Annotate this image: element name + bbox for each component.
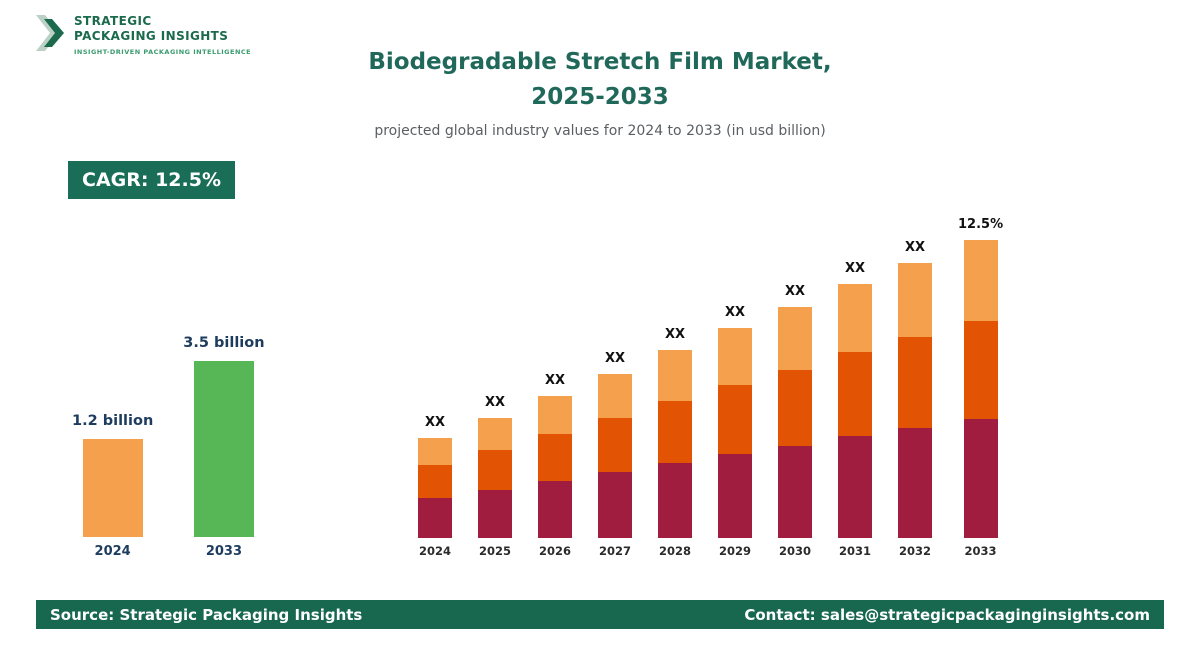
page-title-line1: Biodegradable Stretch Film Market, — [368, 49, 832, 75]
bar-segment-top — [478, 418, 512, 450]
bar-segment-middle — [963, 321, 998, 419]
axis-label: 2033 — [964, 544, 997, 558]
bar — [82, 439, 143, 537]
bar-segment-bottom — [478, 490, 512, 538]
bar-value-label: XX — [904, 240, 926, 255]
bar-value-label: XX — [784, 284, 806, 299]
comparison-chart: 1.2 billion 2024 3.5 billion 2033 — [72, 335, 265, 561]
stacked-bar-group: XX 2029 — [718, 305, 752, 561]
bar-value-label: XX — [844, 261, 866, 276]
page-subtitle: projected global industry values for 202… — [374, 123, 826, 139]
bar-segment-bottom — [778, 446, 812, 538]
bar-value-label: 3.5 billion — [183, 335, 265, 351]
bar — [193, 361, 254, 537]
stacked-bar — [718, 328, 752, 538]
stacked-bar — [478, 418, 512, 538]
bar-segment-bottom — [418, 498, 452, 538]
stacked-bar — [538, 396, 572, 538]
bar-segment-top — [418, 438, 452, 465]
axis-label: 2027 — [598, 544, 631, 558]
axis-label: 2032 — [898, 544, 931, 558]
logo-text: STRATEGIC PACKAGING INSIGHTS INSIGHT-DRI… — [74, 14, 251, 56]
bar-segment-bottom — [898, 428, 932, 538]
axis-label: 2026 — [538, 544, 571, 558]
bar-segment-middle — [538, 434, 572, 481]
stacked-bar-group: XX 2024 — [418, 415, 452, 561]
comparison-bar-group: 1.2 billion 2024 — [72, 413, 153, 561]
bar-value-label: XX — [544, 373, 566, 388]
bar-segment-middle — [478, 450, 512, 490]
footer-bar: Source: Strategic Packaging Insights Con… — [36, 600, 1164, 629]
bar-value-label: XX — [664, 327, 686, 342]
stacked-bar — [838, 284, 872, 538]
axis-label: 2028 — [658, 544, 691, 558]
stacked-bar-group: XX 2026 — [538, 373, 572, 561]
bar-segment-top — [538, 396, 572, 434]
bar-segment-bottom — [963, 419, 998, 538]
page-title: Biodegradable Stretch Film Market, 2025-2… — [0, 45, 1200, 115]
stacked-bar — [418, 438, 452, 538]
axis-label: 2024 — [94, 544, 131, 559]
bar-segment-top — [598, 374, 632, 418]
bar-segment-top — [963, 240, 998, 321]
bar-value-label: XX — [724, 305, 746, 320]
stacked-bar-group: 12.5% 2033 — [958, 217, 1003, 561]
bar-segment-middle — [418, 465, 452, 498]
axis-label: 2029 — [718, 544, 751, 558]
logo: STRATEGIC PACKAGING INSIGHTS INSIGHT-DRI… — [36, 14, 251, 56]
bar-segment-top — [838, 284, 872, 352]
axis-label: 2025 — [478, 544, 511, 558]
bar-segment-bottom — [718, 454, 752, 538]
bar-segment-middle — [598, 418, 632, 472]
stacked-bar-chart: XX 2024 XX 2025 XX 2026 XX 2027 XX 2028 XX 2029 XX 20… — [418, 217, 1003, 561]
bar-segment-top — [898, 263, 932, 337]
stacked-bar — [658, 350, 692, 538]
stacked-bar-group: XX 2030 — [778, 284, 812, 561]
stacked-bar-group: XX 2025 — [478, 395, 512, 561]
axis-label: 2030 — [778, 544, 811, 558]
stacked-bar — [778, 307, 812, 538]
stacked-bar-group: XX 2032 — [898, 240, 932, 561]
page-title-line2: 2025-2033 — [531, 84, 669, 110]
stacked-bar-group: XX 2031 — [838, 261, 872, 561]
stacked-bar — [963, 240, 998, 538]
bar-segment-top — [718, 328, 752, 385]
bar-value-label: XX — [424, 415, 446, 430]
bar-value-label: XX — [604, 351, 626, 366]
bar-value-label: 1.2 billion — [72, 413, 154, 429]
logo-line2: PACKAGING INSIGHTS — [74, 29, 229, 43]
axis-label: 2033 — [205, 544, 243, 559]
logo-line1: STRATEGIC — [74, 14, 152, 28]
axis-label: 2024 — [418, 544, 451, 558]
bar-segment-middle — [838, 352, 872, 436]
bar-segment-bottom — [838, 436, 872, 538]
bar-segment-top — [658, 350, 692, 401]
logo-tagline: INSIGHT-DRIVEN PACKAGING INTELLIGENCE — [74, 48, 252, 56]
axis-label: 2031 — [838, 544, 871, 558]
bar-segment-middle — [718, 385, 752, 454]
footer-contact: Contact: sales@strategicpackaginginsight… — [744, 605, 1150, 624]
cagr-badge: CAGR: 12.5% — [68, 161, 236, 199]
stacked-bar — [898, 263, 932, 538]
comparison-bar-group: 3.5 billion 2033 — [183, 335, 264, 561]
logo-chevron-icon — [36, 15, 64, 51]
bar-segment-middle — [778, 370, 812, 446]
bar-value-label: XX — [484, 395, 506, 410]
bar-segment-top — [778, 307, 812, 370]
stacked-bar-group: XX 2027 — [598, 351, 632, 561]
stacked-bar-group: XX 2028 — [658, 327, 692, 561]
stacked-bar — [598, 374, 632, 538]
footer-source: Source: Strategic Packaging Insights — [50, 605, 363, 624]
bar-segment-bottom — [658, 463, 692, 538]
header: Biodegradable Stretch Film Market, 2025-2… — [0, 45, 1200, 139]
bar-segment-bottom — [538, 481, 572, 538]
bar-segment-middle — [658, 401, 692, 463]
bar-value-label: 12.5% — [958, 217, 1004, 232]
bar-segment-bottom — [598, 472, 632, 538]
bar-segment-middle — [898, 337, 932, 428]
